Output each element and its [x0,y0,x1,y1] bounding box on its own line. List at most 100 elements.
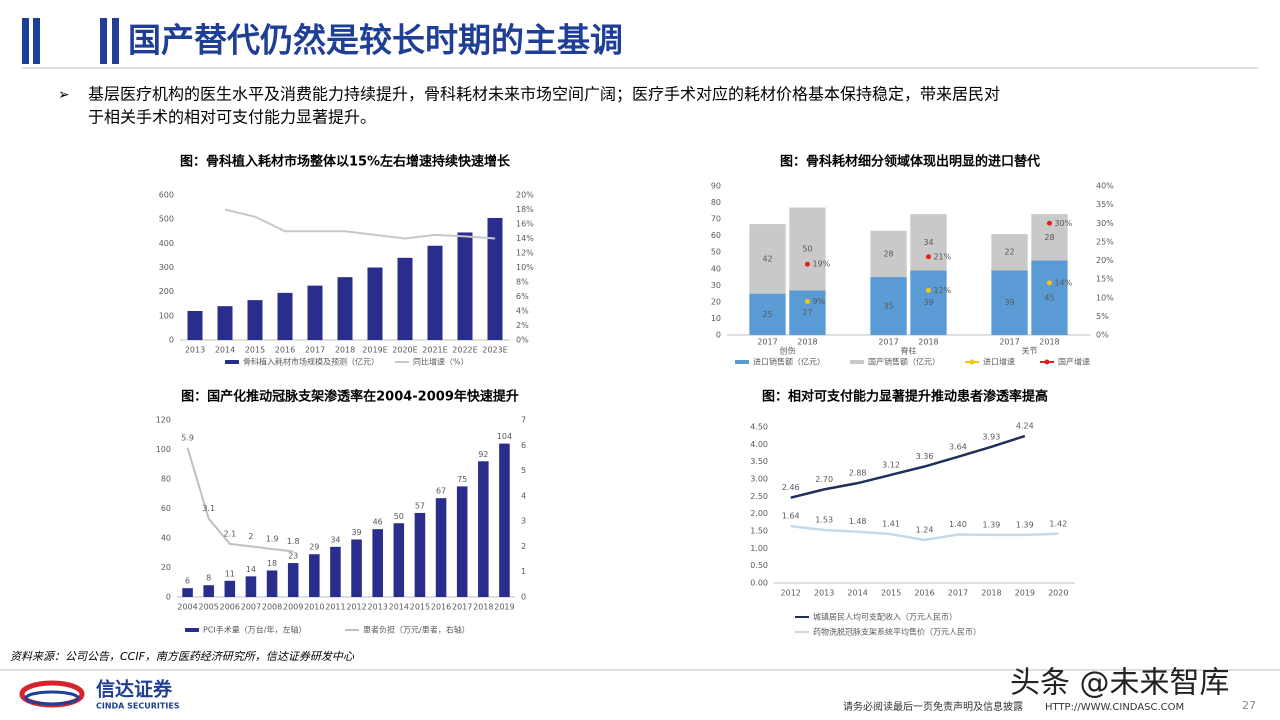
bar [330,546,341,597]
bar [414,512,426,597]
y2-tick-label: 0% [516,336,529,345]
data-label: 42 [762,254,772,263]
bar [435,498,447,597]
x-tick-label: 2016 [275,346,295,355]
data-label: 1.64 [782,512,800,521]
x-tick-label: 2007 [241,603,261,612]
x-tick-label: 2018 [1039,338,1059,347]
y2-tick-label: 2% [516,321,529,330]
data-label: 28 [1044,233,1054,242]
x-tick-label: 2014 [847,589,867,598]
x-tick-label: 2017 [452,603,472,612]
y2-tick-label: 7 [521,416,526,425]
bar-segment [991,234,1028,271]
chart-title: 图：相对可支付能力显著提升推动患者渗透率提高 [762,389,1048,405]
y-tick-label: 0 [169,336,174,345]
chart-title: 图：国产化推动冠脉支架渗透率在2004-2009年快速提升 [181,389,519,405]
x-tick-label: 2015 [410,603,430,612]
data-label: 75 [457,475,467,484]
y-tick-label: 500 [159,215,174,224]
y-tick-label: 70 [711,215,721,224]
y2-tick-label: 3 [521,517,526,526]
y-tick-label: 300 [159,263,174,272]
x-tick-label: 2019 [1015,589,1035,598]
disclaimer: 请务必阅读最后一页免责声明及信息披露 [843,700,1023,713]
y-tick-label: 4.50 [750,423,768,432]
data-label: 14 [246,565,256,574]
y-tick-label: 0 [166,593,171,602]
y-tick-label: 3.50 [750,457,768,466]
bar-segment [1031,260,1068,335]
y2-tick-label: 18% [516,205,534,214]
data-label: 34 [923,238,933,247]
y-tick-label: 400 [159,239,174,248]
data-label: 12% [933,286,951,295]
data-label: 8 [206,574,211,583]
x-tick-label: 2016 [431,603,451,612]
bar [224,580,236,597]
data-label: 2.46 [782,483,800,492]
title-bar [22,18,29,64]
x-tick-label: 2006 [220,603,240,612]
y-tick-label: 40 [711,264,721,273]
x-tick-label: 2019E [362,346,387,355]
series-line [186,447,294,553]
y-tick-label: 3.00 [750,475,768,484]
x-tick-label: 2023E [482,346,507,355]
data-label: 9% [812,297,825,306]
chart-title: 图：骨科植入耗材市场整体以15%左右增速持续快速增长 [180,154,511,170]
data-label: 27 [802,308,812,317]
x-tick-label: 2018 [918,338,938,347]
data-label: 3.1 [202,504,215,513]
point [925,254,931,260]
y-tick-label: 80 [711,198,721,207]
data-label: 39 [1004,298,1014,307]
legend-label: 进口增速 [983,357,1015,367]
x-tick-label: 2018 [335,346,355,355]
x-tick-label: 2017 [948,589,968,598]
y-tick-label: 40 [161,534,171,543]
data-label: 39 [923,298,933,307]
y2-tick-label: 6 [521,441,526,450]
bar-segment [870,230,907,278]
y-tick-label: 0.50 [750,561,768,570]
data-label: 2.70 [815,475,833,484]
data-label: 104 [497,432,512,441]
x-tick-label: 2013 [368,603,388,612]
data-label: 92 [478,450,488,459]
bar [307,285,323,340]
bar [427,245,443,340]
x-tick-label: 2020 [1048,589,1068,598]
y-tick-label: 50 [711,248,721,257]
series-line [790,434,1026,499]
data-label: 1.39 [982,520,1000,529]
y-tick-label: 2.00 [750,509,768,518]
title-bar [33,18,40,64]
data-label: 45 [1044,293,1054,302]
bar [203,585,214,597]
x-tick-label: 2012 [346,603,366,612]
bar [457,232,473,340]
y-tick-label: 30 [711,281,721,290]
x-tick-label: 2018 [797,338,817,347]
y-tick-label: 10 [711,314,721,323]
title-bar [100,18,107,64]
bar-segment [910,270,947,335]
y-tick-label: 1.50 [750,527,768,536]
data-label: 6 [185,577,190,586]
data-label: 1.53 [815,515,833,524]
y2-tick-label: 10% [1096,293,1114,302]
bullet-text: 于相关手术的相对可支付能力显著提升。 [88,108,376,127]
point [804,261,810,267]
point [1046,280,1052,286]
data-label: 1.39 [1016,520,1034,529]
bar [487,217,503,340]
bar [456,486,468,597]
y-tick-label: 100 [156,445,171,454]
legend-label: 骨科植入耗材市场规模及预测（亿元） [243,357,379,367]
y-tick-label: 120 [156,416,171,425]
legend-swatch [969,359,975,365]
data-label: 22 [1004,248,1014,257]
y-tick-label: 0 [716,331,721,340]
bar [266,570,278,597]
